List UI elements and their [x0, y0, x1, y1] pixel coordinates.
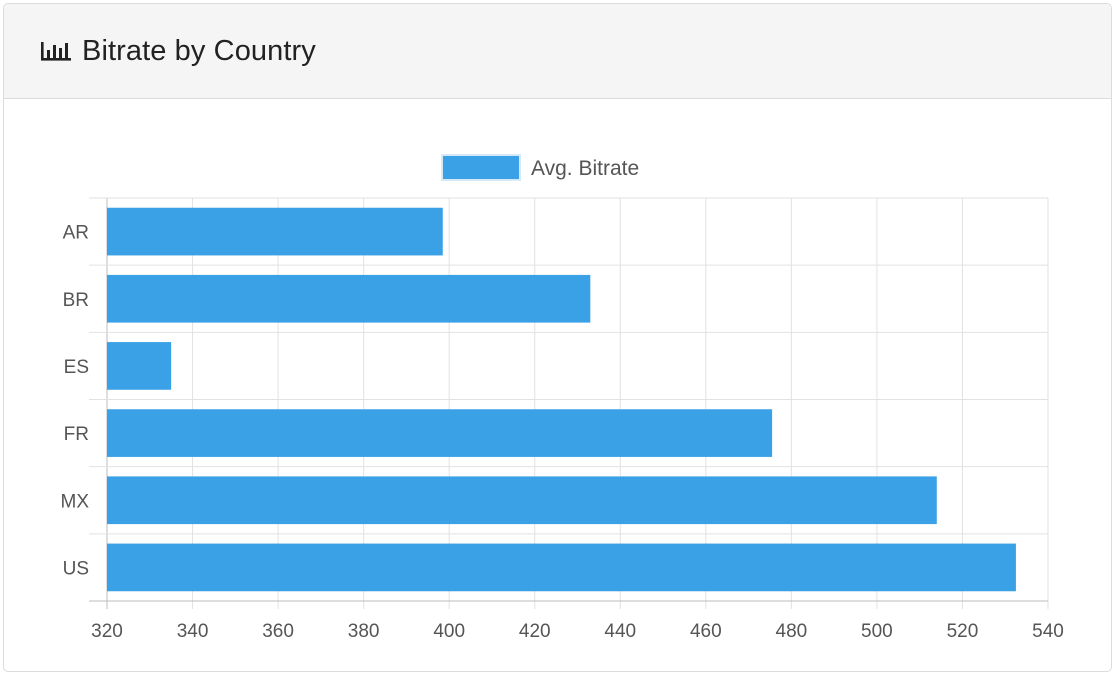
bitrate-bar-chart: 320 340 360 380 400 420 440 460 480 500 520 540 AR BR…	[61, 154, 1064, 642]
legend-swatch	[441, 154, 521, 181]
x-tick-label: 320	[91, 621, 123, 642]
x-tick-label: 540	[1032, 621, 1064, 642]
bar-ar	[107, 207, 443, 256]
legend-label: Avg. Bitrate	[531, 157, 639, 180]
x-tick-label: 460	[690, 621, 722, 642]
x-tick-label: 440	[604, 621, 636, 642]
bar-br	[107, 274, 591, 323]
y-tick-label: AR	[63, 223, 89, 244]
bar-es	[107, 342, 172, 390]
x-tick-label: 360	[262, 621, 294, 642]
x-tick-label: 380	[348, 621, 380, 642]
y-tick-label: US	[63, 558, 89, 579]
x-tick-label: 520	[947, 621, 979, 642]
bar-us	[107, 543, 1016, 592]
x-tick-label: 340	[177, 621, 209, 642]
y-tick-label: MX	[61, 491, 90, 512]
panel-heading: Bitrate by Country	[4, 4, 1111, 99]
bitrate-panel: Bitrate by Country 320 340 360 380 400 420 440…	[3, 3, 1112, 672]
y-tick-label: ES	[64, 357, 89, 378]
x-tick-label: 500	[861, 621, 893, 642]
x-tick-label: 400	[433, 621, 465, 642]
bar-fr	[107, 409, 773, 457]
bar-chart-icon	[40, 40, 72, 62]
bar-mx	[107, 476, 937, 525]
panel-title: Bitrate by Country	[82, 34, 316, 67]
y-tick-label: BR	[63, 290, 89, 311]
y-tick-label: FR	[64, 424, 89, 445]
x-tick-label: 420	[519, 621, 551, 642]
x-tick-label: 480	[776, 621, 808, 642]
